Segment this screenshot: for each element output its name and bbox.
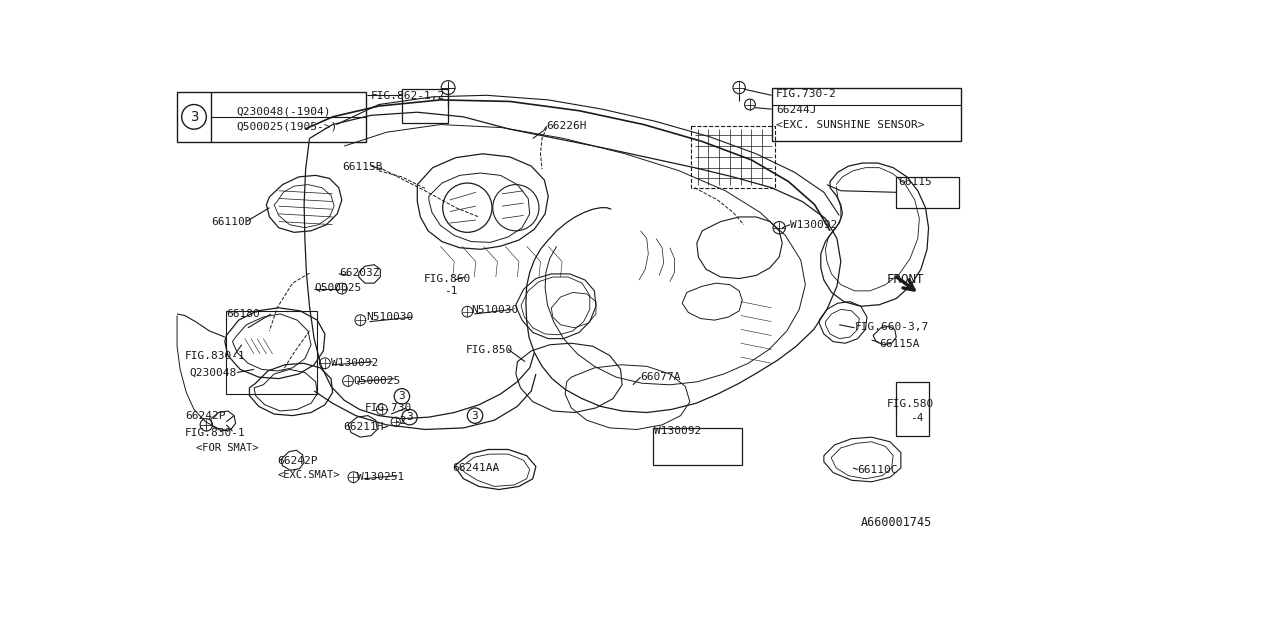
Text: 66115B: 66115B [343,161,383,172]
Text: 66226H: 66226H [547,122,588,131]
Text: -4: -4 [910,413,924,422]
Bar [177,92,366,142]
Text: W130251: W130251 [357,472,404,482]
Text: FRONT: FRONT [887,273,924,286]
Text: 66110C: 66110C [858,465,899,475]
Text: A660001745: A660001745 [861,516,932,529]
Text: FIG.850: FIG.850 [466,345,513,355]
Text: 66244J: 66244J [776,104,817,115]
Text: FIG.860: FIG.860 [424,274,471,284]
Text: <EXC.SMAT>: <EXC.SMAT> [278,470,339,479]
Text: 66211H: 66211H [343,422,384,432]
Text: FIG.862-1,2: FIG.862-1,2 [371,91,445,100]
Text: FIG.830-1: FIG.830-1 [184,351,246,361]
Text: -1: -1 [444,286,458,296]
Text: 3: 3 [471,411,479,420]
Text: Q500025(1905->): Q500025(1905->) [237,122,338,131]
Text: 66242P: 66242P [278,456,317,466]
Bar [691,126,774,188]
Bar [896,381,928,436]
Bar [772,88,961,141]
Text: FIG.830-1: FIG.830-1 [184,428,246,438]
Text: 66241AA: 66241AA [453,463,500,474]
Text: W130092: W130092 [332,358,379,368]
Text: W130092: W130092 [790,220,837,230]
Text: N510030: N510030 [471,305,518,315]
Text: N510030: N510030 [366,312,413,323]
Text: -2: -2 [393,415,406,426]
Text: Q500025: Q500025 [314,283,361,293]
Bar [653,428,742,465]
Text: 66180: 66180 [227,309,260,319]
Text: 66203Z: 66203Z [339,268,379,278]
Bar [896,177,960,208]
Text: 66115A: 66115A [879,339,920,349]
Text: <FOR SMAT>: <FOR SMAT> [196,444,259,453]
Text: Q500025: Q500025 [353,376,401,385]
Text: <EXC. SUNSHINE SENSOR>: <EXC. SUNSHINE SENSOR> [776,120,924,130]
Text: FIG.580: FIG.580 [887,399,934,409]
Text: 66110D: 66110D [211,217,251,227]
Text: 3: 3 [406,412,413,422]
Text: Q230048(-1904): Q230048(-1904) [237,106,330,116]
Text: FIG.660-3,7: FIG.660-3,7 [855,322,929,332]
Bar [227,311,317,394]
Text: W130092: W130092 [654,426,701,436]
Text: 66115: 66115 [899,177,932,187]
Text: FIG.730: FIG.730 [365,403,412,413]
Text: 3: 3 [398,391,406,401]
Text: 66242P: 66242P [184,411,225,421]
Text: FIG.730-2: FIG.730-2 [776,89,837,99]
Bar [402,89,448,123]
Text: 3: 3 [189,110,198,124]
Text: 66077A: 66077A [640,372,681,383]
Text: Q230048: Q230048 [189,368,237,378]
